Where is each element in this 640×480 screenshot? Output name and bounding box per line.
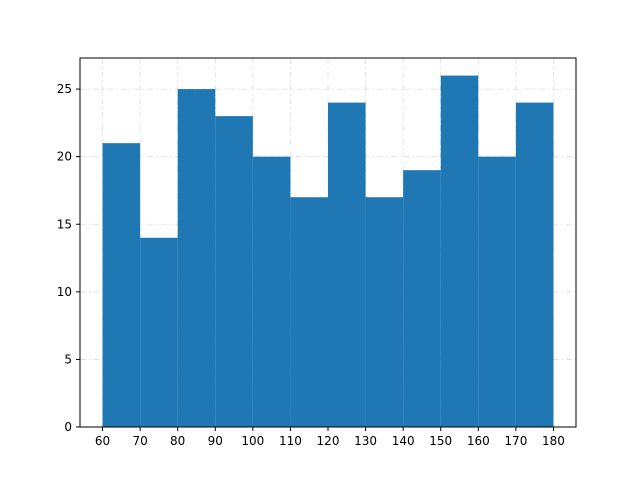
x-tick-label: 100: [241, 434, 264, 448]
histogram-bar: [215, 116, 253, 427]
x-tick-label: 130: [354, 434, 377, 448]
y-axis: 0 5 10 15 20 25: [57, 82, 80, 434]
histogram-bar: [515, 102, 554, 427]
x-tick-label: 120: [317, 434, 340, 448]
y-tick-label: 25: [57, 82, 72, 96]
y-tick-label: 15: [57, 217, 72, 231]
histogram-bar: [328, 102, 366, 427]
x-tick-label: 110: [279, 434, 302, 448]
x-tick-label: 60: [95, 434, 110, 448]
histogram-bars: [102, 75, 554, 428]
histogram-bar: [365, 197, 404, 427]
y-tick-label: 0: [64, 420, 72, 434]
histogram-bar: [440, 75, 479, 428]
y-tick-label: 20: [57, 150, 72, 164]
histogram-bar: [252, 156, 291, 427]
x-tick-label: 160: [467, 434, 490, 448]
x-axis: 60 70 80 90 100 110 120 130 140 150 160 170 180: [95, 427, 565, 448]
x-tick-label: 150: [429, 434, 452, 448]
x-tick-label: 180: [542, 434, 565, 448]
histogram-bar: [177, 89, 216, 427]
histogram-bar: [478, 156, 516, 427]
x-tick-label: 140: [392, 434, 415, 448]
y-tick-label: 10: [57, 285, 72, 299]
x-tick-label: 70: [132, 434, 147, 448]
x-tick-label: 170: [504, 434, 527, 448]
x-tick-label: 80: [170, 434, 185, 448]
histogram-bar: [403, 170, 441, 427]
x-tick-label: 90: [208, 434, 223, 448]
histogram-bar: [290, 197, 328, 427]
y-tick-label: 5: [64, 352, 72, 366]
histogram-bar: [102, 143, 141, 427]
histogram-bar: [140, 237, 178, 427]
